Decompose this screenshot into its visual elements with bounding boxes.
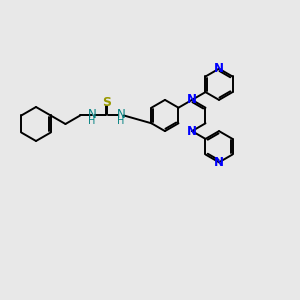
Text: N: N: [214, 62, 224, 75]
Text: N: N: [214, 156, 224, 169]
Text: N: N: [88, 108, 96, 121]
Text: N: N: [187, 93, 197, 106]
Text: S: S: [102, 96, 111, 109]
Text: N: N: [187, 124, 197, 138]
Text: N: N: [117, 108, 125, 121]
Text: H: H: [88, 116, 96, 126]
Text: H: H: [117, 116, 125, 126]
